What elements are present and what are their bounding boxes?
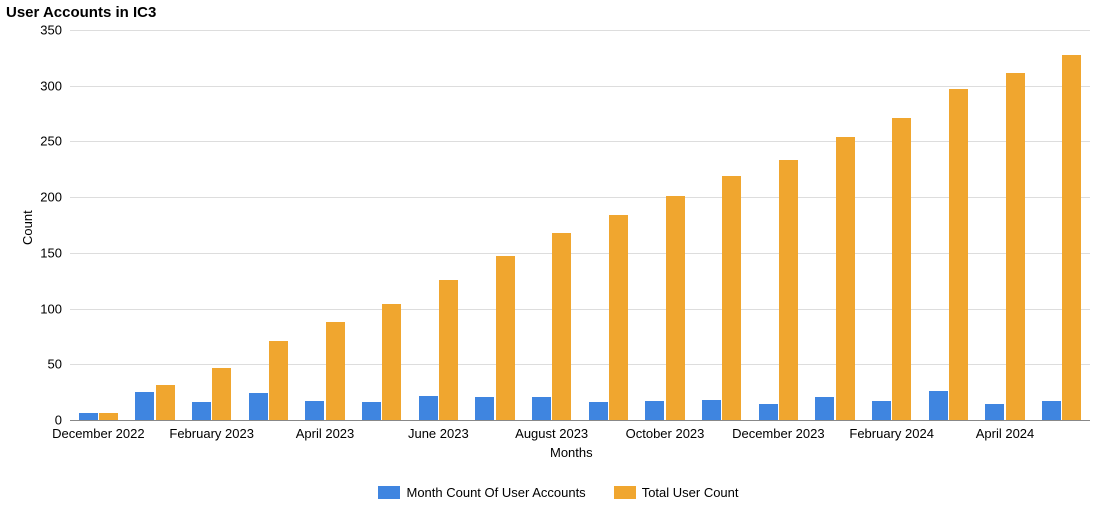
y-tick-label: 150 [0,245,62,260]
bar [552,233,571,420]
bar [79,413,98,420]
bar [892,118,911,420]
bar [929,391,948,420]
plot-area [70,30,1090,420]
legend-item: Total User Count [614,485,739,500]
bar [985,404,1004,420]
bar [419,396,438,421]
bar [382,304,401,420]
x-tick-label: April 2023 [296,426,355,441]
chart-container: User Accounts in IC3 0501001502002503003… [0,0,1117,519]
legend-swatch [614,486,636,499]
x-tick-label: August 2023 [515,426,588,441]
bar [496,256,515,420]
gridline [70,141,1090,142]
bar [1062,55,1081,420]
bar [156,385,175,420]
x-tick-label: December 2023 [732,426,825,441]
bar [362,402,381,420]
chart-title: User Accounts in IC3 [6,4,156,21]
x-tick-label: December 2022 [52,426,145,441]
y-tick-label: 250 [0,134,62,149]
bar [1042,401,1061,420]
bar [666,196,685,420]
bar [609,215,628,420]
legend-label: Total User Count [642,485,739,500]
bar [836,137,855,420]
bar [326,322,345,420]
legend-item: Month Count Of User Accounts [378,485,585,500]
bar [439,280,458,420]
bar [532,397,551,420]
x-tick-label: February 2024 [849,426,934,441]
x-tick-label: October 2023 [626,426,705,441]
y-tick-label: 200 [0,190,62,205]
bar [779,160,798,420]
legend-swatch [378,486,400,499]
y-tick-label: 300 [0,78,62,93]
y-tick-label: 350 [0,23,62,38]
bar [212,368,231,420]
x-axis-line [70,420,1090,421]
gridline [70,364,1090,365]
y-axis-label: Count [20,210,35,245]
bar [1006,73,1025,420]
gridline [70,253,1090,254]
bar [269,341,288,420]
bar [192,402,211,420]
legend-label: Month Count Of User Accounts [406,485,585,500]
gridline [70,197,1090,198]
bar [645,401,664,420]
bar [135,392,154,420]
x-tick-label: June 2023 [408,426,469,441]
gridline [70,86,1090,87]
gridline [70,309,1090,310]
bar [305,401,324,420]
bar [872,401,891,420]
y-tick-label: 100 [0,301,62,316]
bar [99,413,118,420]
bar [722,176,741,420]
bar [702,400,721,420]
x-tick-label: February 2023 [169,426,254,441]
bar [815,397,834,420]
gridline [70,30,1090,31]
bar [475,397,494,420]
bar [759,404,778,420]
legend: Month Count Of User Accounts Total User C… [0,485,1117,500]
bar [949,89,968,420]
x-axis-label: Months [550,445,593,460]
y-tick-label: 50 [0,357,62,372]
bar [589,402,608,420]
bar [249,393,268,420]
x-tick-label: April 2024 [976,426,1035,441]
